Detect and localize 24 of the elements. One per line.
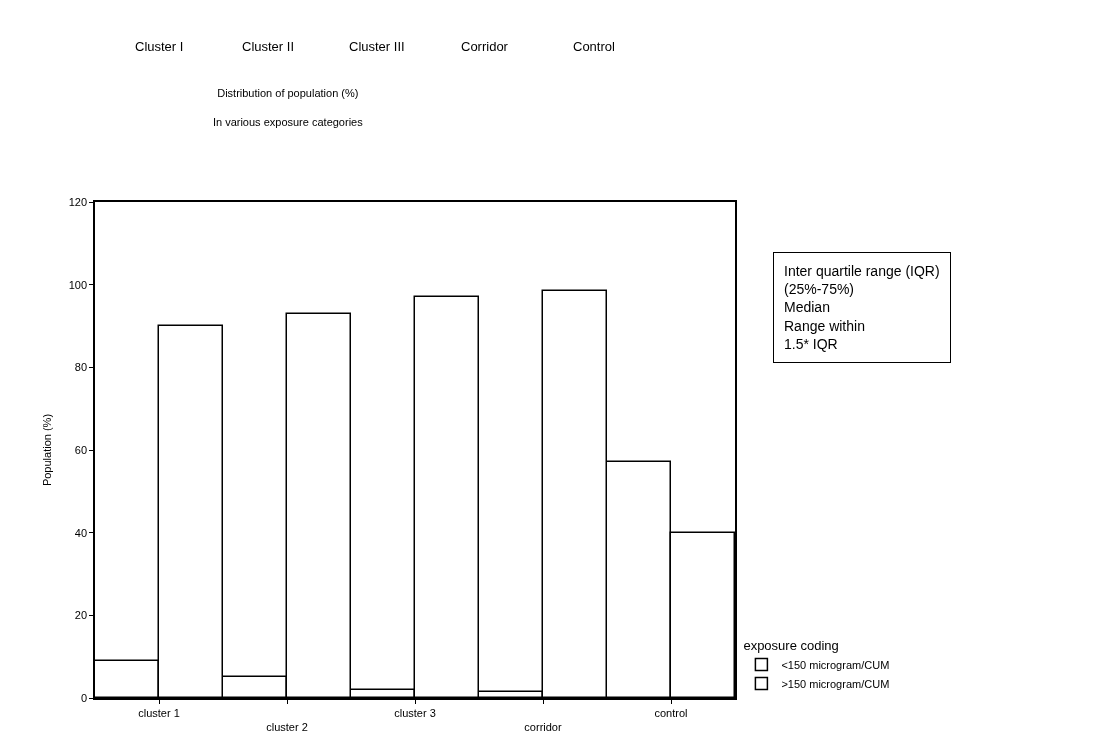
chart-title: Distribution of population (%)	[217, 87, 359, 100]
text: Inter quartile range (IQR) (25%-75%) Median Range within 1.5* IQR	[784, 263, 940, 352]
y-tick-label: 20	[74, 609, 88, 622]
y-tick-label: 60	[74, 443, 88, 456]
x-tick-label: cluster 2	[266, 721, 308, 734]
y-tick-label: 40	[74, 526, 88, 539]
text: Corridor	[461, 39, 509, 54]
text: Cluster III	[349, 39, 405, 54]
x-tick-label: control	[654, 706, 688, 719]
legend-label: <150 microgram/CUM	[781, 658, 890, 671]
y-axis-title: Population (%)	[40, 413, 53, 487]
x-tick-label: cluster 3	[394, 706, 436, 719]
x-tick-label: cluster 1	[138, 706, 180, 719]
x-tick-label: corridor	[524, 721, 562, 734]
text: Cluster I	[135, 39, 184, 54]
text: Control	[573, 39, 616, 54]
legend-label: >150 microgram/CUM	[781, 677, 890, 690]
y-tick-label: 100	[68, 278, 88, 291]
legend-title: exposure coding	[743, 637, 839, 653]
y-tick-label: 0	[80, 691, 88, 704]
chart-subtitle: In various exposure categories	[212, 115, 364, 128]
text: Cluster II	[242, 39, 295, 54]
y-tick-label: 80	[74, 361, 88, 374]
y-tick-label: 120	[68, 195, 88, 208]
